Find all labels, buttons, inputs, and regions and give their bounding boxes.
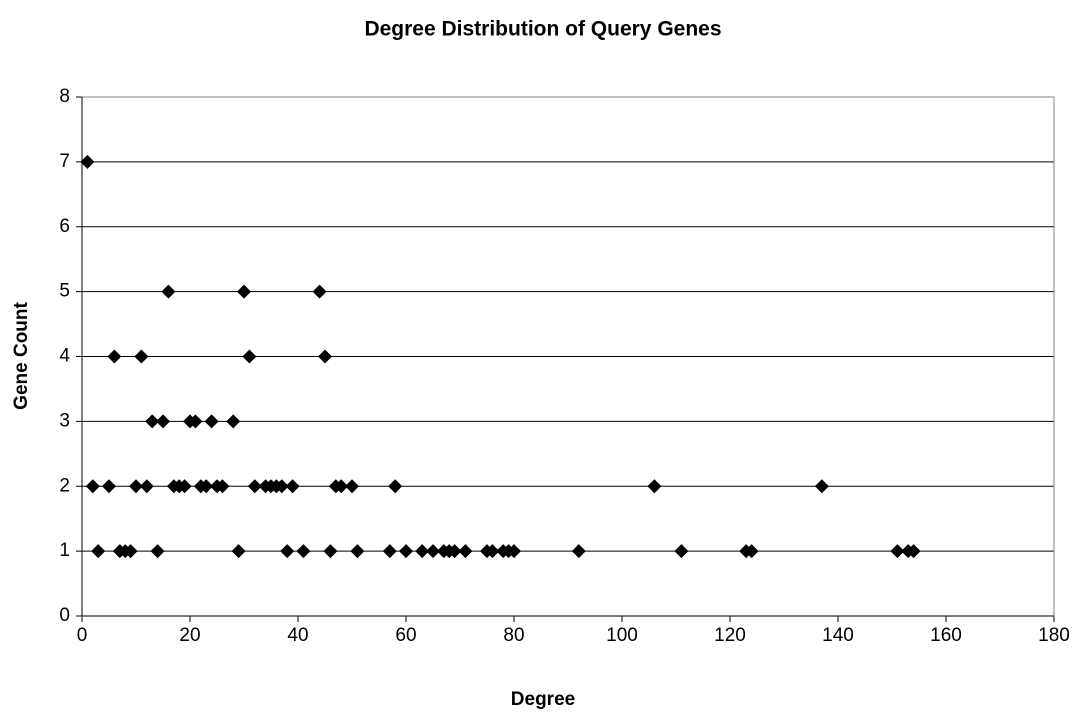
y-tick-label: 8 <box>59 86 70 107</box>
x-axis-title: Degree <box>511 689 575 710</box>
point <box>107 349 122 364</box>
point <box>280 544 295 559</box>
point <box>345 479 359 494</box>
point <box>177 479 192 494</box>
point <box>507 544 521 559</box>
point <box>318 349 332 364</box>
point <box>744 544 759 559</box>
point <box>226 414 241 429</box>
point <box>161 284 176 299</box>
x-tick-label: 180 <box>1038 625 1070 646</box>
point <box>426 544 440 559</box>
point <box>188 414 203 429</box>
y-tick-label: 4 <box>59 346 70 367</box>
point <box>231 544 246 559</box>
point <box>388 479 403 494</box>
point <box>647 479 662 494</box>
point <box>237 284 251 299</box>
point <box>334 479 349 494</box>
point <box>139 479 154 494</box>
point <box>399 544 413 559</box>
x-tick-label: 40 <box>287 625 308 646</box>
point <box>458 544 473 559</box>
y-tick-label: 3 <box>59 410 70 431</box>
x-tick-label: 80 <box>503 625 524 646</box>
point <box>145 414 160 429</box>
point <box>571 544 586 559</box>
y-tick-label: 6 <box>59 216 70 237</box>
point <box>350 544 365 559</box>
point <box>382 544 397 559</box>
point <box>242 349 257 364</box>
point <box>85 479 100 494</box>
y-tick-label: 1 <box>59 540 70 561</box>
point <box>80 154 95 169</box>
point <box>285 479 300 494</box>
point <box>674 544 689 559</box>
x-tick-label: 140 <box>822 625 854 646</box>
point <box>323 544 338 559</box>
point <box>129 479 143 494</box>
x-tick-label: 0 <box>77 625 88 646</box>
point <box>204 414 219 429</box>
x-tick-label: 120 <box>714 625 746 646</box>
point <box>134 349 149 364</box>
point <box>247 479 262 494</box>
point <box>102 479 116 494</box>
y-tick-label: 0 <box>59 605 70 626</box>
point <box>123 544 138 559</box>
point <box>296 544 311 559</box>
point <box>890 544 905 559</box>
y-tick-label: 2 <box>59 475 70 496</box>
point <box>150 544 165 559</box>
chart-title: Degree Distribution of Query Genes <box>364 18 721 41</box>
y-tick-label: 7 <box>59 151 70 172</box>
point <box>215 479 230 494</box>
point <box>91 544 106 559</box>
point <box>199 479 214 494</box>
point <box>156 414 170 429</box>
point <box>415 544 430 559</box>
point <box>485 544 500 559</box>
point <box>814 479 829 494</box>
x-tick-label: 60 <box>395 625 416 646</box>
x-tick-label: 100 <box>606 625 638 646</box>
point <box>447 544 462 559</box>
y-axis-title: Gene Count <box>11 301 32 409</box>
x-tick-label: 160 <box>930 625 962 646</box>
point <box>906 544 921 559</box>
point <box>274 479 289 494</box>
y-tick-label: 5 <box>59 281 70 302</box>
x-tick-label: 20 <box>179 625 200 646</box>
point <box>312 284 327 299</box>
